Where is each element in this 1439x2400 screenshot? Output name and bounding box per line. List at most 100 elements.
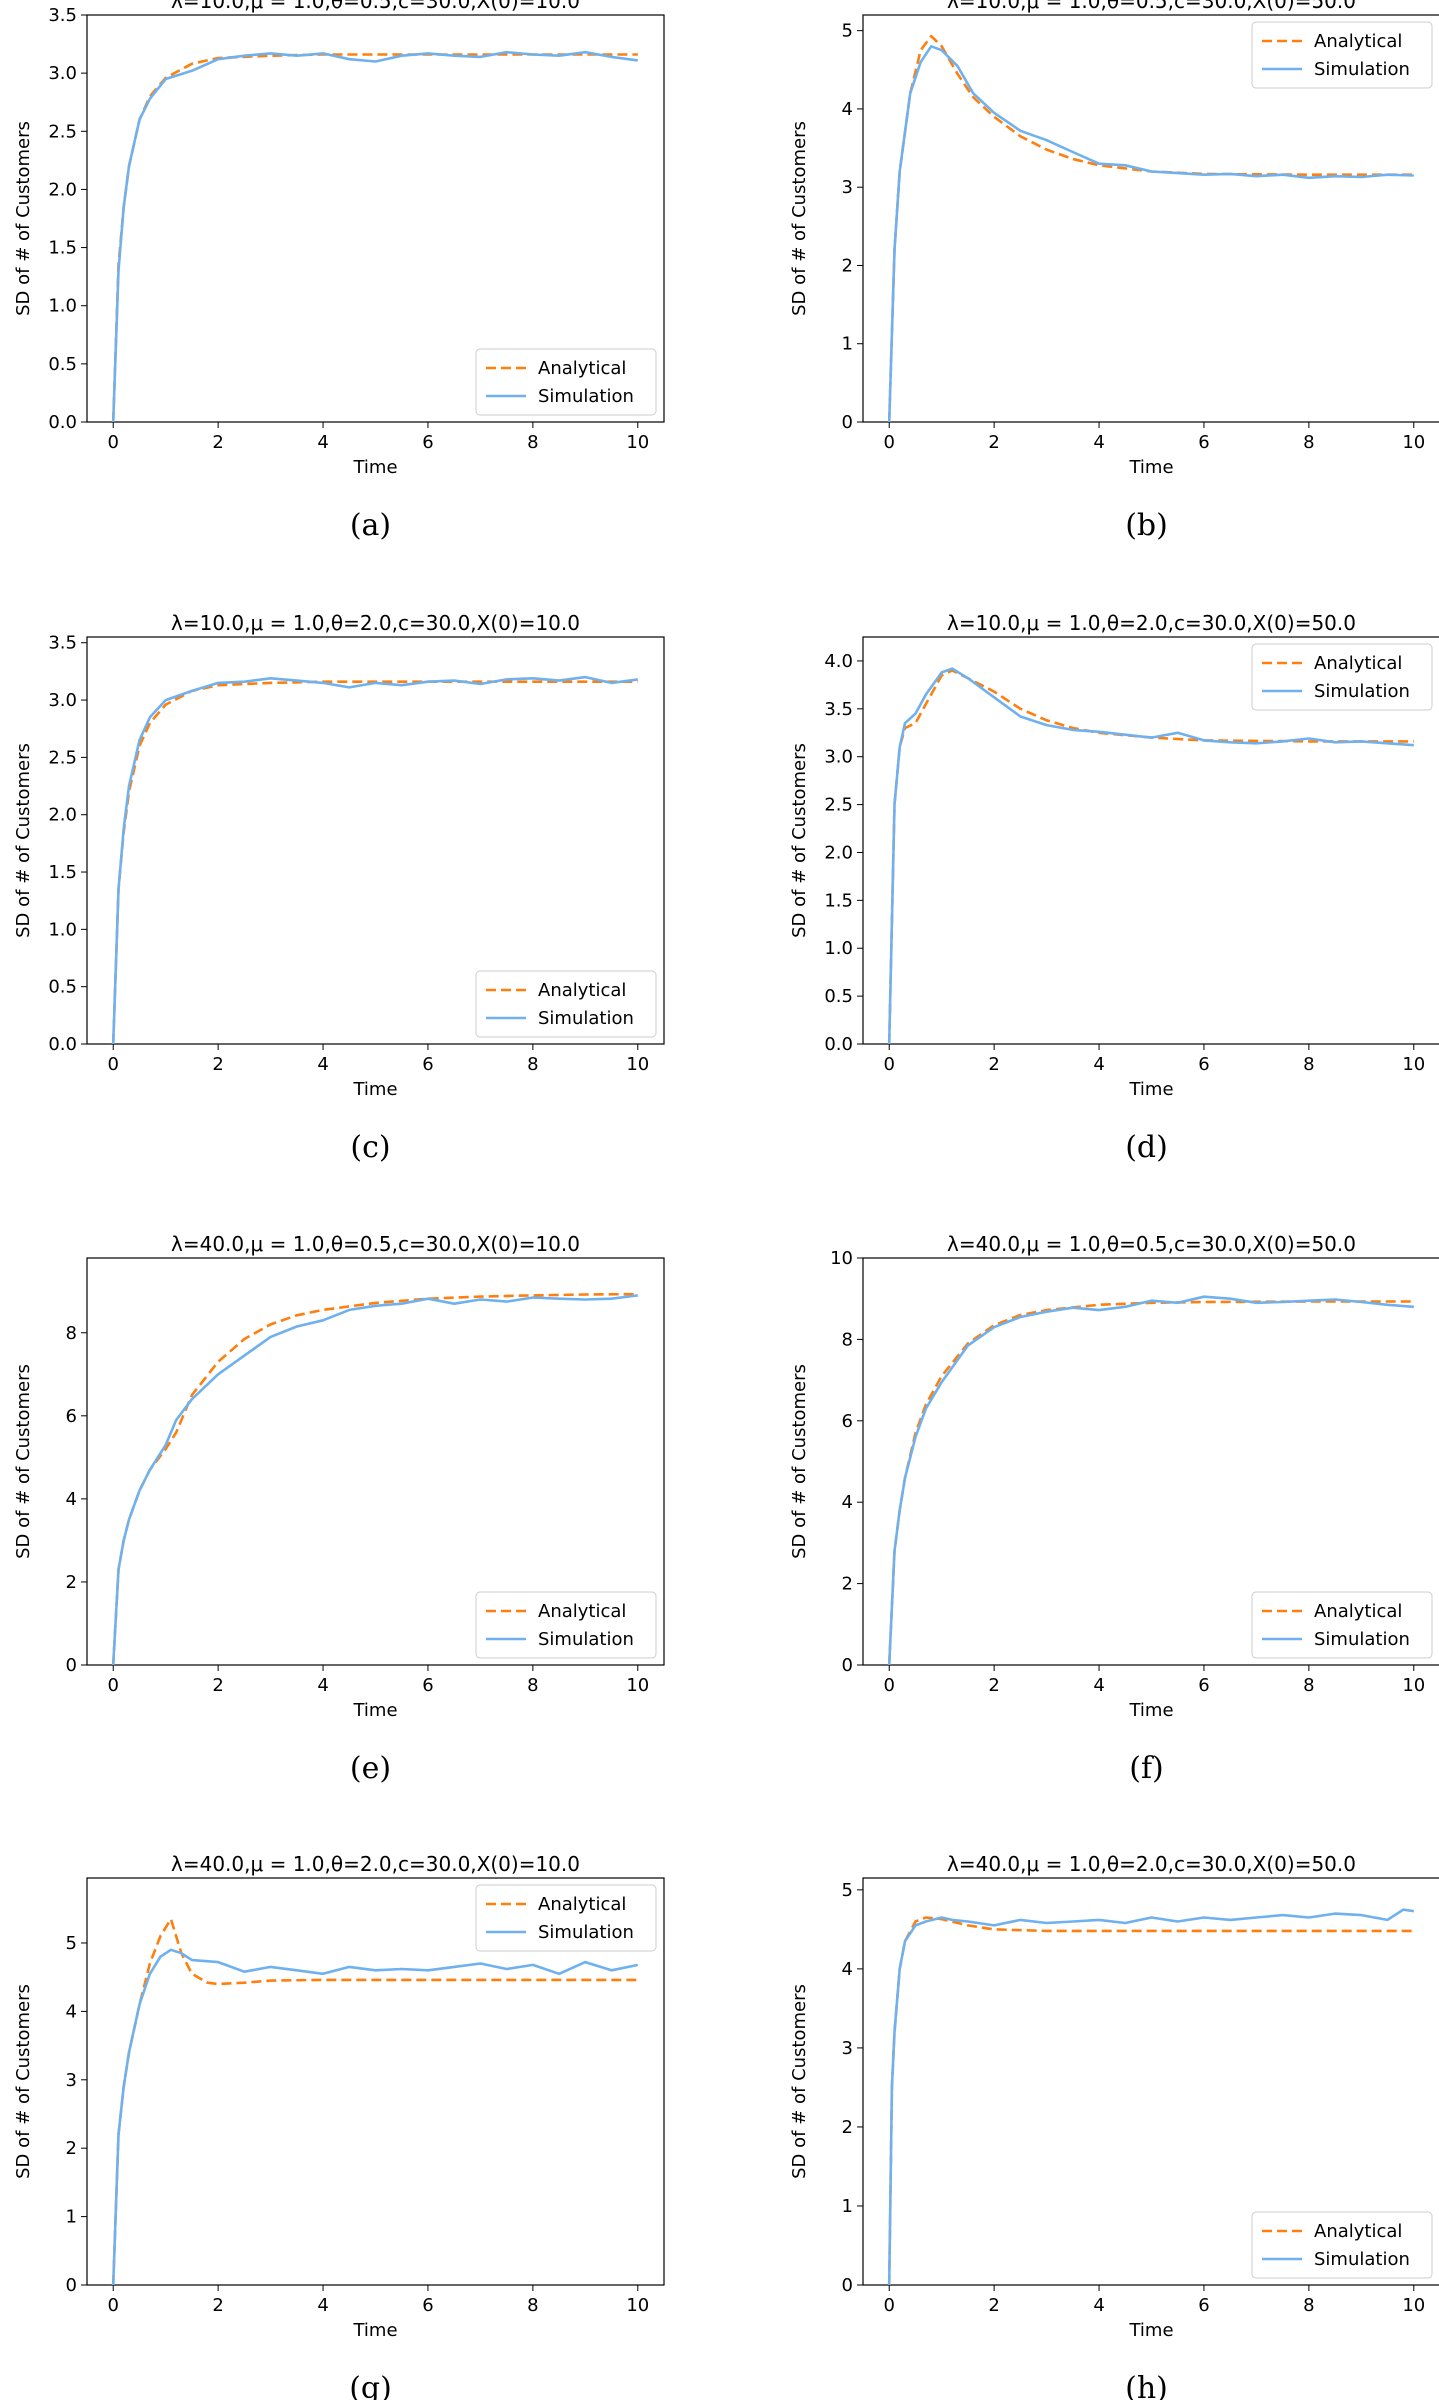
series-line-simulation [111, 1294, 638, 1666]
legend-label-simulation: Simulation [538, 1922, 634, 1943]
y-tick-label: 2 [66, 1572, 77, 1593]
x-tick-label: 10 [626, 1054, 649, 1075]
x-tick-label: 8 [1303, 1675, 1314, 1696]
x-tick-label: 4 [317, 2295, 328, 2316]
plot-frame [86, 1257, 665, 1666]
y-tick-label: 1.0 [824, 938, 853, 959]
legend-label-analytical: Analytical [1314, 31, 1402, 52]
y-tick-label: 8 [842, 1329, 853, 1350]
panel-caption: (g) [349, 2371, 392, 2400]
x-tick-label: 6 [1198, 1054, 1209, 1075]
y-tick-label: 2.5 [48, 747, 77, 768]
y-tick-label: 2.0 [48, 179, 77, 200]
x-tick-label: 10 [626, 1675, 649, 1696]
y-tick-label: 3 [66, 2070, 77, 2091]
chart-title: λ=40.0,μ = 1.0,θ=2.0,c=30.0,X(0)=50.0 [947, 1852, 1356, 1876]
x-tick-label: 10 [626, 432, 649, 453]
y-tick-label: 2 [842, 1574, 853, 1595]
y-tick-label: 10 [830, 1248, 853, 1269]
y-axis-label: SD of # of Customers [789, 1364, 810, 1559]
legend-box [475, 970, 657, 1038]
y-tick-label: 2 [66, 2138, 77, 2159]
legend-label-simulation: Simulation [1314, 2249, 1410, 2270]
legend: Analytical Simulation [475, 348, 657, 416]
x-tick-label: 4 [1093, 1054, 1104, 1075]
x-tick-label: 2 [212, 1054, 223, 1075]
series-line-simulation [111, 675, 638, 1045]
x-axis-label: Time [352, 457, 397, 478]
y-axis-label: SD of # of Customers [13, 121, 34, 316]
legend-box [475, 348, 657, 416]
legend: Analytical Simulation [1251, 2211, 1433, 2279]
y-tick-label: 3.0 [48, 690, 77, 711]
x-tick-label: 6 [422, 432, 433, 453]
legend: Analytical Simulation [475, 970, 657, 1038]
series-line-simulation [887, 1295, 1414, 1666]
legend: Analytical Simulation [475, 1884, 657, 1952]
x-tick-label: 0 [108, 432, 119, 453]
legend-label-analytical: Analytical [538, 980, 626, 1001]
series-line-analytical [887, 669, 1414, 1045]
legend: Analytical Simulation [1251, 1591, 1433, 1659]
y-axis-label: SD of # of Customers [13, 1364, 34, 1559]
chart-title: λ=40.0,μ = 1.0,θ=0.5,c=30.0,X(0)=10.0 [171, 1232, 580, 1256]
chart-title: λ=40.0,μ = 1.0,θ=2.0,c=30.0,X(0)=10.0 [171, 1852, 580, 1876]
y-axis-label: SD of # of Customers [789, 743, 810, 938]
y-tick-label: 4 [66, 2001, 77, 2022]
legend-label-simulation: Simulation [1314, 681, 1410, 702]
legend-label-analytical: Analytical [1314, 1601, 1402, 1622]
panel-caption: (c) [350, 1130, 390, 1165]
series-line-simulation [887, 1908, 1414, 2286]
y-tick-label: 1 [66, 2207, 77, 2228]
x-tick-label: 6 [422, 1675, 433, 1696]
y-tick-label: 5 [842, 1880, 853, 1901]
series-line-simulation [111, 1948, 639, 2286]
legend-box [1251, 1591, 1433, 1659]
legend-label-analytical: Analytical [538, 1601, 626, 1622]
legend: Analytical Simulation [1251, 643, 1433, 711]
x-tick-label: 0 [884, 1054, 895, 1075]
chart-title: λ=40.0,μ = 1.0,θ=0.5,c=30.0,X(0)=50.0 [947, 1232, 1356, 1256]
legend-box [1251, 21, 1433, 89]
legend-label-simulation: Simulation [538, 1629, 634, 1650]
legend-label-analytical: Analytical [538, 358, 626, 379]
x-tick-label: 2 [988, 1675, 999, 1696]
legend-box [475, 1884, 657, 1952]
panel-caption: (f) [1129, 1751, 1164, 1786]
x-tick-label: 8 [527, 1675, 538, 1696]
x-tick-label: 10 [1402, 1054, 1425, 1075]
legend-box [475, 1591, 657, 1659]
series-line-simulation [887, 667, 1414, 1045]
y-tick-label: 2.0 [824, 842, 853, 863]
legend-label-analytical: Analytical [1314, 653, 1402, 674]
y-tick-label: 3.5 [824, 699, 853, 720]
y-tick-label: 0.0 [48, 412, 77, 433]
plot-frame [86, 636, 665, 1045]
x-tick-label: 4 [317, 1054, 328, 1075]
y-tick-label: 0 [842, 1655, 853, 1676]
y-tick-label: 3.0 [824, 747, 853, 768]
plot-frame [862, 1257, 1439, 1666]
y-tick-label: 5 [842, 21, 853, 42]
y-tick-label: 2 [842, 2117, 853, 2138]
y-tick-label: 8 [66, 1323, 77, 1344]
legend: Analytical Simulation [1251, 21, 1433, 89]
legend-label-analytical: Analytical [1314, 2221, 1402, 2242]
x-tick-label: 2 [212, 432, 223, 453]
x-tick-label: 0 [108, 2295, 119, 2316]
x-tick-label: 0 [884, 2295, 895, 2316]
plot-frame [862, 1877, 1439, 2286]
chart-title: λ=10.0,μ = 1.0,θ=2.0,c=30.0,X(0)=50.0 [947, 611, 1356, 635]
panel-caption: (a) [350, 508, 391, 543]
x-tick-label: 2 [988, 432, 999, 453]
y-tick-label: 2.0 [48, 805, 77, 826]
y-tick-label: 0 [842, 2275, 853, 2296]
series-line-analytical [887, 34, 1414, 423]
chart-panel-3: λ=10.0,μ = 1.0,θ=2.0,c=30.0,X(0)=50.0 0 2 4… [789, 611, 1439, 1165]
plot-frame [862, 14, 1439, 423]
chart-panel-7: λ=40.0,μ = 1.0,θ=2.0,c=30.0,X(0)=50.0 0 2 4… [789, 1852, 1439, 2400]
y-tick-label: 2 [842, 255, 853, 276]
x-axis-label: Time [352, 1700, 397, 1721]
series-line-simulation [111, 50, 638, 423]
